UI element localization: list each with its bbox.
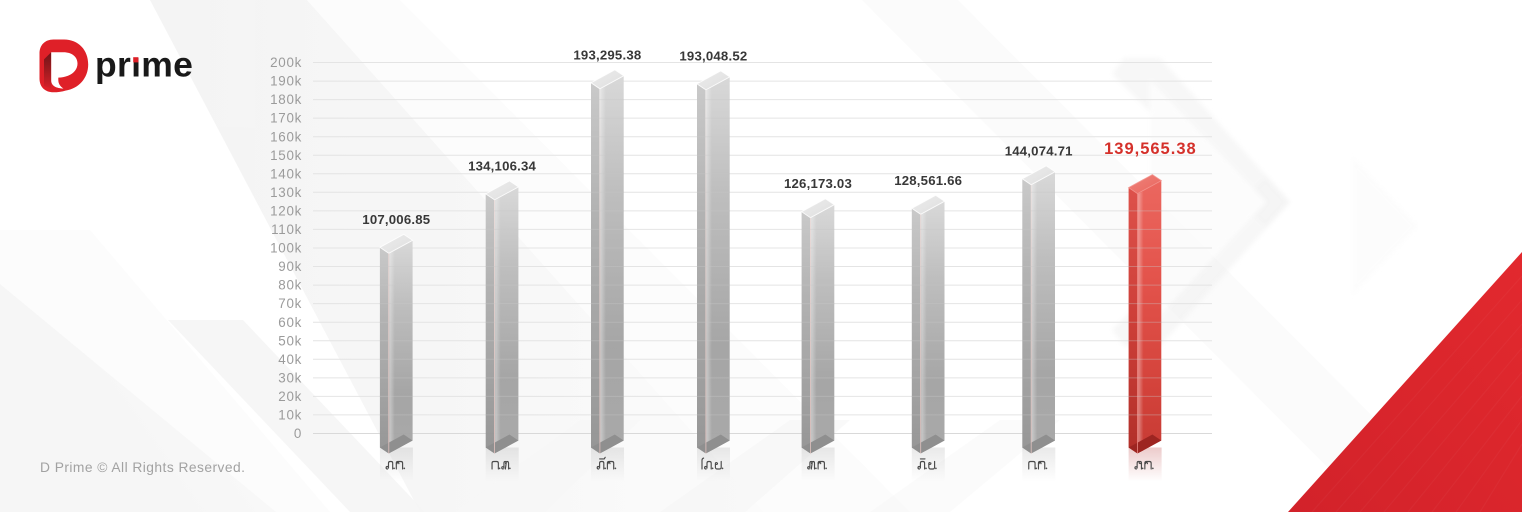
svg-text:0: 0	[294, 426, 302, 441]
svg-text:126,173.03: 126,173.03	[784, 176, 852, 191]
svg-text:10k: 10k	[278, 408, 302, 423]
svg-text:D Prime © All Rights Reserved.: D Prime © All Rights Reserved.	[40, 460, 245, 475]
svg-text:107,006.85: 107,006.85	[362, 212, 430, 227]
svg-text:130k: 130k	[270, 185, 302, 200]
svg-text:180k: 180k	[270, 92, 302, 107]
svg-text:120k: 120k	[270, 204, 302, 219]
svg-text:50k: 50k	[278, 333, 302, 348]
svg-text:110k: 110k	[271, 222, 302, 237]
svg-text:193,295.38: 193,295.38	[573, 47, 641, 62]
svg-text:60k: 60k	[278, 315, 302, 330]
svg-text:70k: 70k	[278, 296, 302, 311]
svg-text:40k: 40k	[278, 352, 302, 367]
svg-text:20k: 20k	[278, 389, 302, 404]
svg-text:134,106.34: 134,106.34	[468, 158, 536, 173]
svg-text:160k: 160k	[270, 129, 302, 144]
svg-text:150k: 150k	[270, 148, 302, 163]
svg-text:100k: 100k	[270, 241, 302, 256]
svg-text:170k: 170k	[270, 111, 302, 126]
svg-text:prıme: prıme	[95, 45, 193, 85]
svg-text:128,561.66: 128,561.66	[894, 173, 962, 188]
svg-text:139,565.38: 139,565.38	[1104, 140, 1197, 158]
svg-text:30k: 30k	[278, 371, 302, 386]
svg-text:200k: 200k	[270, 55, 302, 70]
svg-text:140k: 140k	[270, 166, 302, 181]
svg-text:190k: 190k	[270, 74, 302, 89]
svg-text:90k: 90k	[278, 259, 302, 274]
svg-text:144,074.71: 144,074.71	[1005, 143, 1073, 158]
svg-text:80k: 80k	[278, 278, 302, 293]
svg-text:193,048.52: 193,048.52	[679, 48, 747, 63]
